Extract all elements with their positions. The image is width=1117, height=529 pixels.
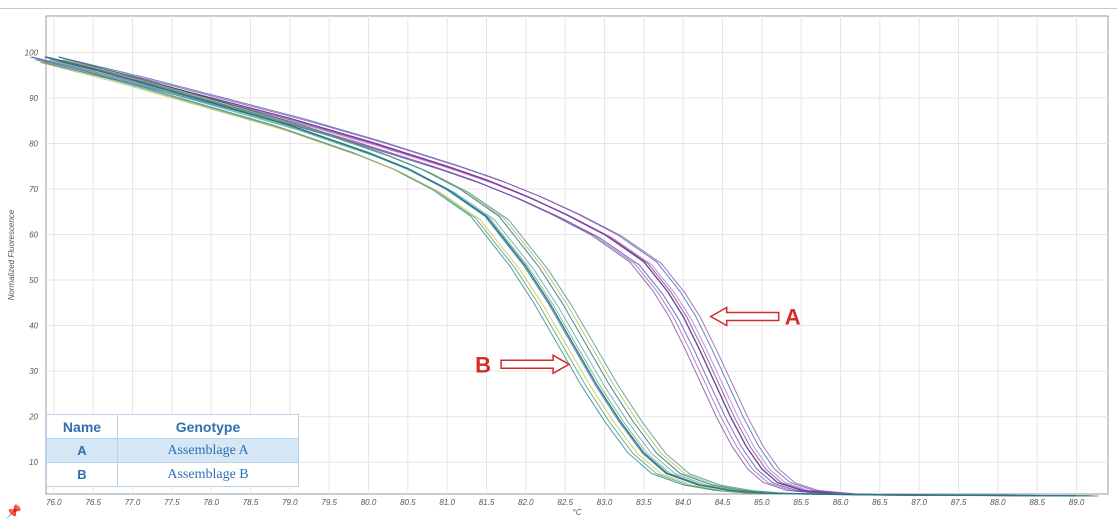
legend-name-a: A: [46, 438, 118, 463]
axis-layer: 76.0 76.5 77.0 77.5 78.0 78.5 79.0 79.5 80.0 80.5…: [7, 48, 1085, 517]
x-axis-title: °C: [573, 508, 582, 517]
x-tick-label: 77.5: [164, 498, 180, 507]
y-tick-label: 70: [29, 185, 38, 194]
curve-group-b: [45, 56, 1077, 497]
curve-group-a-replicate: [31, 56, 1063, 497]
genotype-legend-table: Name Genotype A Assemblage A B Assemblag…: [46, 414, 299, 487]
annotation-layer: AB: [475, 304, 801, 377]
y-tick-label: 30: [29, 367, 38, 376]
x-tick-label: 76.5: [85, 498, 101, 507]
legend-genotype-b: Assemblage B: [117, 462, 299, 487]
y-tick-label: 10: [29, 458, 38, 467]
legend-header-genotype: Genotype: [117, 414, 299, 439]
curve-group-b-replicate: [63, 59, 1094, 497]
pin-icon[interactable]: 📌: [5, 504, 23, 519]
y-tick-label: 20: [28, 413, 38, 422]
plot-frame: [45, 15, 1109, 495]
y-tick-label: 100: [25, 48, 39, 57]
y-tick-label: 40: [29, 322, 38, 331]
x-tick-label: 82.0: [518, 498, 534, 507]
x-tick-label: 82.5: [557, 498, 573, 507]
legend-row-b[interactable]: B Assemblage B: [46, 462, 299, 487]
x-tick-label: 81.0: [439, 498, 455, 507]
x-tick-label: 77.0: [125, 498, 141, 507]
x-tick-label: 79.0: [282, 498, 298, 507]
arrow-a: [709, 306, 780, 327]
y-tick-label: 90: [29, 94, 38, 103]
top-border-line: [0, 8, 1117, 9]
x-tick-label: 83.5: [636, 498, 652, 507]
x-tick-label: 80.5: [400, 498, 416, 507]
curve-group-a-replicate: [49, 59, 1081, 497]
curve-group-a-replicate: [53, 61, 1085, 497]
curve-group-b-replicate: [39, 61, 1071, 497]
curve-layer: [30, 56, 1099, 497]
x-tick-label: 87.0: [911, 498, 927, 507]
x-tick-label: 79.5: [321, 498, 337, 507]
x-tick-label: 84.0: [675, 498, 691, 507]
annotation-label-a: A: [785, 304, 801, 329]
legend-row-a[interactable]: A Assemblage A: [46, 438, 299, 463]
x-tick-label: 80.0: [361, 498, 377, 507]
legend-genotype-a: Assemblage A: [117, 438, 299, 463]
curve-group-a-replicate: [63, 59, 1094, 497]
curve-group-b-replicate: [58, 56, 1090, 497]
x-tick-label: 83.0: [597, 498, 613, 507]
x-tick-label: 89.0: [1069, 498, 1085, 507]
x-tick-label: 88.5: [1029, 498, 1045, 507]
x-tick-label: 85.0: [754, 498, 770, 507]
curve-group-b-replicate: [30, 56, 1061, 497]
legend-header-name: Name: [46, 414, 118, 439]
y-tick-label: 60: [29, 231, 38, 240]
legend-header-row: Name Genotype: [46, 414, 299, 439]
x-tick-label: 88.0: [990, 498, 1006, 507]
curve-group-b-replicate: [53, 61, 1085, 497]
x-tick-label: 86.5: [872, 498, 888, 507]
y-axis-title: Normalized Fluorescence: [7, 209, 16, 300]
curve-group-b-replicate: [34, 59, 1066, 497]
x-tick-label: 78.5: [243, 498, 259, 507]
x-tick-label: 85.5: [793, 498, 809, 507]
x-tick-label: 87.5: [951, 498, 967, 507]
x-tick-label: 78.0: [203, 498, 219, 507]
x-tick-label: 86.0: [833, 498, 849, 507]
x-tick-label: 76.0: [46, 498, 62, 507]
annotation-label-b: B: [475, 352, 491, 377]
legend-name-b: B: [46, 462, 118, 487]
y-tick-label: 80: [29, 139, 38, 148]
arrow-b: [500, 354, 571, 375]
curve-group-a: [45, 56, 1077, 497]
curve-group-a-replicate: [58, 56, 1090, 497]
y-tick-label: 50: [29, 276, 38, 285]
curve-group-b-replicate: [67, 61, 1099, 497]
x-tick-label: 84.5: [715, 498, 731, 507]
x-tick-label: 81.5: [479, 498, 495, 507]
